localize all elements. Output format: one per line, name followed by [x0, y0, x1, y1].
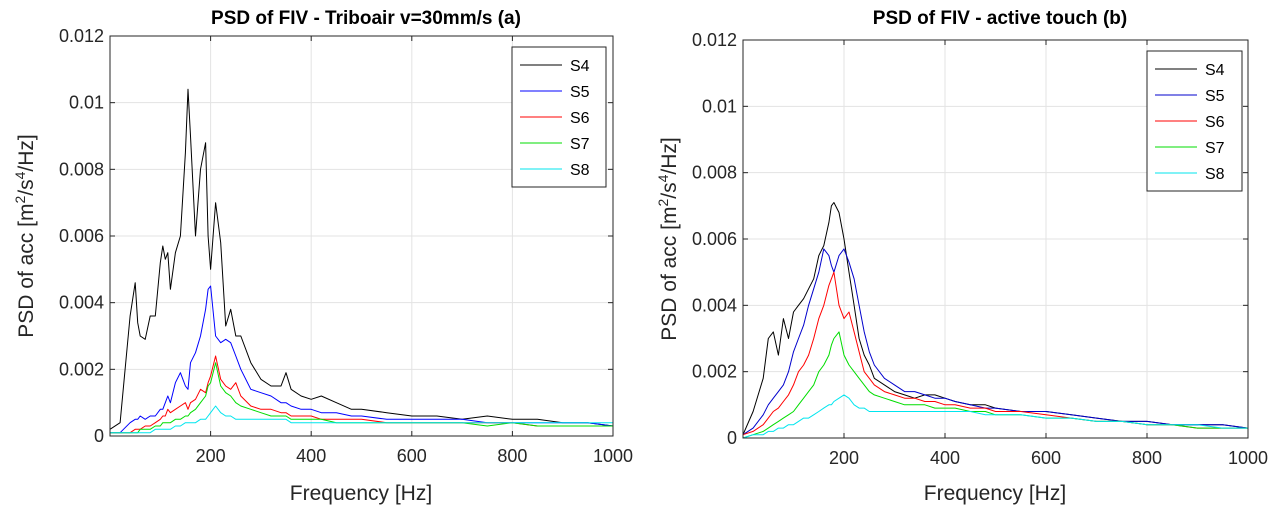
chart-b-xlabel: Frequency [Hz]: [924, 482, 1066, 505]
legend-label: S4: [570, 58, 590, 75]
legend-label: S4: [1205, 62, 1225, 79]
x-tick-label: 400: [296, 446, 326, 466]
legend-label: S8: [1205, 166, 1225, 183]
x-tick-label: 1000: [1228, 448, 1268, 468]
y-tick-label: 0.002: [59, 359, 104, 379]
y-tick-label: 0.012: [692, 30, 737, 50]
chart-b: PSD of FIV - active touch (b) 200 400 600 8…: [655, 8, 1268, 505]
ylabel-b-end: /Hz]: [658, 137, 681, 174]
y-tick-label: 0.004: [692, 295, 737, 315]
chart-a-legend: S4 S5 S6 S7 S8: [512, 47, 606, 187]
ylabel-a-sup1: 2: [12, 196, 28, 204]
legend-label: S8: [570, 162, 590, 179]
x-tick-label: 800: [497, 446, 527, 466]
x-tick-label: 800: [1132, 448, 1162, 468]
ylabel-b-mid: /s: [658, 182, 681, 198]
y-tick-label: 0.004: [59, 293, 104, 313]
legend-label: S6: [1205, 114, 1225, 131]
x-tick-label: 400: [930, 448, 960, 468]
ylabel-a-sup2: 4: [12, 171, 28, 179]
ylabel-b-main: PSD of acc [m: [658, 207, 681, 341]
series-line-s6: [743, 272, 1248, 435]
y-tick-label: 0.012: [59, 26, 104, 46]
chart-b-ylabel: PSD of acc [m2/s4/Hz]: [655, 137, 681, 340]
y-tick-label: 0.008: [59, 159, 104, 179]
x-tick-label: 600: [397, 446, 427, 466]
y-tick-label: 0.006: [692, 229, 737, 249]
legend-label: S7: [570, 136, 590, 153]
y-tick-label: 0.01: [69, 93, 104, 113]
x-tick-label: 1000: [593, 446, 633, 466]
chart-a-title: PSD of FIV - Triboair v=30mm/s (a): [211, 8, 521, 29]
series-line-s7: [743, 332, 1248, 438]
legend-label: S6: [570, 110, 590, 127]
ylabel-a-mid: /s: [15, 179, 38, 195]
chart-a: PSD of FIV - Triboair v=30mm/s (a) 200 40…: [12, 8, 633, 505]
ylabel-a-end: /Hz]: [15, 134, 38, 171]
series-line-s8: [743, 395, 1248, 438]
ylabel-b-sup2: 4: [655, 174, 671, 182]
x-tick-label: 200: [196, 446, 226, 466]
ylabel-b-sup1: 2: [655, 199, 671, 207]
series-line-s5: [743, 249, 1248, 435]
y-tick-label: 0: [727, 428, 737, 448]
y-tick-label: 0.01: [702, 96, 737, 116]
chart-b-title: PSD of FIV - active touch (b): [873, 8, 1127, 29]
y-tick-label: 0.002: [692, 362, 737, 382]
series-line-s5: [110, 286, 613, 433]
y-tick-label: 0.006: [59, 226, 104, 246]
series-line-s6: [110, 356, 613, 433]
chart-b-plot: [743, 203, 1248, 439]
x-tick-label: 200: [829, 448, 859, 468]
chart-a-ylabel: PSD of acc [m2/s4/Hz]: [12, 134, 38, 337]
x-tick-label: 600: [1031, 448, 1061, 468]
legend-label: S5: [570, 84, 590, 101]
chart-a-xlabel: Frequency [Hz]: [290, 482, 432, 505]
y-tick-label: 0: [94, 426, 104, 446]
ylabel-a-main: PSD of acc [m: [15, 204, 38, 338]
y-tick-label: 0.008: [692, 163, 737, 183]
chart-b-legend: S4 S5 S6 S7 S8: [1147, 51, 1242, 191]
legend-label: S7: [1205, 140, 1225, 157]
legend-label: S5: [1205, 88, 1225, 105]
